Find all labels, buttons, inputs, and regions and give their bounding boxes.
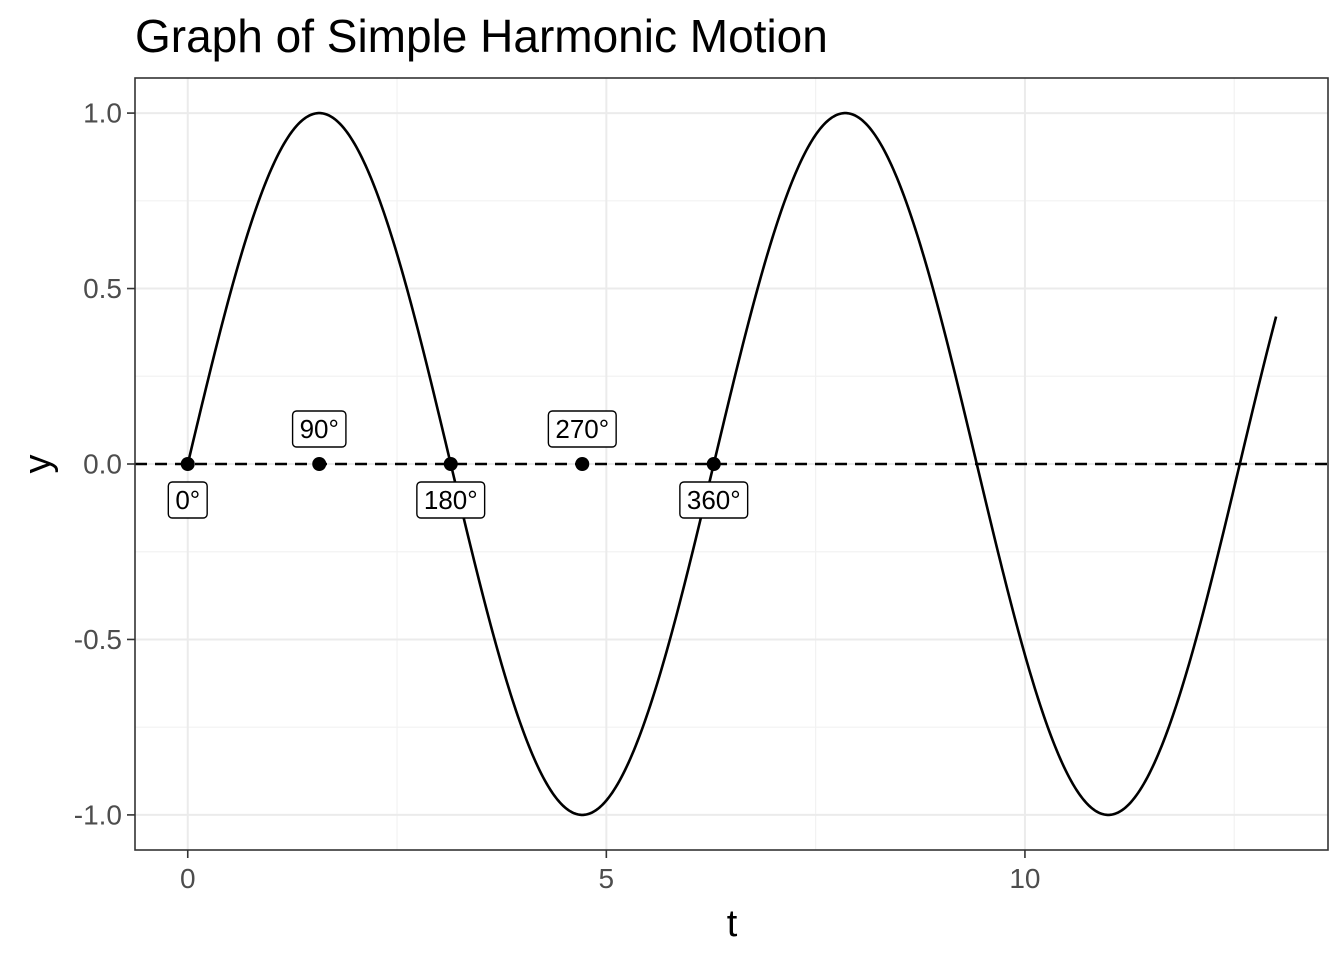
point-label-box: [167, 481, 208, 519]
series-line-sine: [186, 111, 1278, 817]
data-point: [443, 457, 458, 471]
y-tick-label: 0.5: [83, 273, 122, 304]
chart-title: Graph of Simple Harmonic Motion: [135, 10, 828, 62]
y-tick-label: 1.0: [83, 98, 122, 129]
x-tick-label: 0: [180, 863, 196, 894]
point-label-text: 360°: [687, 485, 741, 515]
point-label-box: [416, 481, 486, 519]
point-label-box: [679, 481, 749, 519]
data-point: [180, 457, 195, 471]
marked-points: 0° 90° 180° 270° 360°: [167, 410, 749, 519]
x-axis: 0 5 10: [180, 850, 1041, 894]
point-label-text: 180°: [424, 485, 478, 515]
point-label-text: 0°: [175, 485, 200, 515]
point-label-text: 90°: [300, 414, 339, 444]
point-label: 270°: [547, 410, 617, 448]
point-label: 90°: [291, 410, 347, 448]
y-axis-title: y: [17, 455, 59, 474]
grid: [135, 78, 1328, 850]
point-label: 360°: [679, 481, 749, 519]
point-label: 0°: [167, 481, 208, 519]
data-point: [575, 457, 590, 471]
y-tick-label: 0.0: [83, 449, 122, 480]
data-point: [706, 457, 721, 471]
point-label-text: 270°: [555, 414, 609, 444]
point-label-box: [547, 410, 617, 448]
y-tick-label: -1.0: [74, 799, 122, 830]
point-label-box: [291, 410, 347, 448]
y-axis: -1.0 -0.5 0.0 0.5 1.0: [74, 98, 135, 830]
x-tick-label: 5: [599, 863, 615, 894]
y-tick-label: -0.5: [74, 624, 122, 655]
point-label: 180°: [416, 481, 486, 519]
data-point: [312, 457, 327, 471]
x-axis-title: t: [727, 903, 738, 945]
x-tick-label: 10: [1009, 863, 1040, 894]
